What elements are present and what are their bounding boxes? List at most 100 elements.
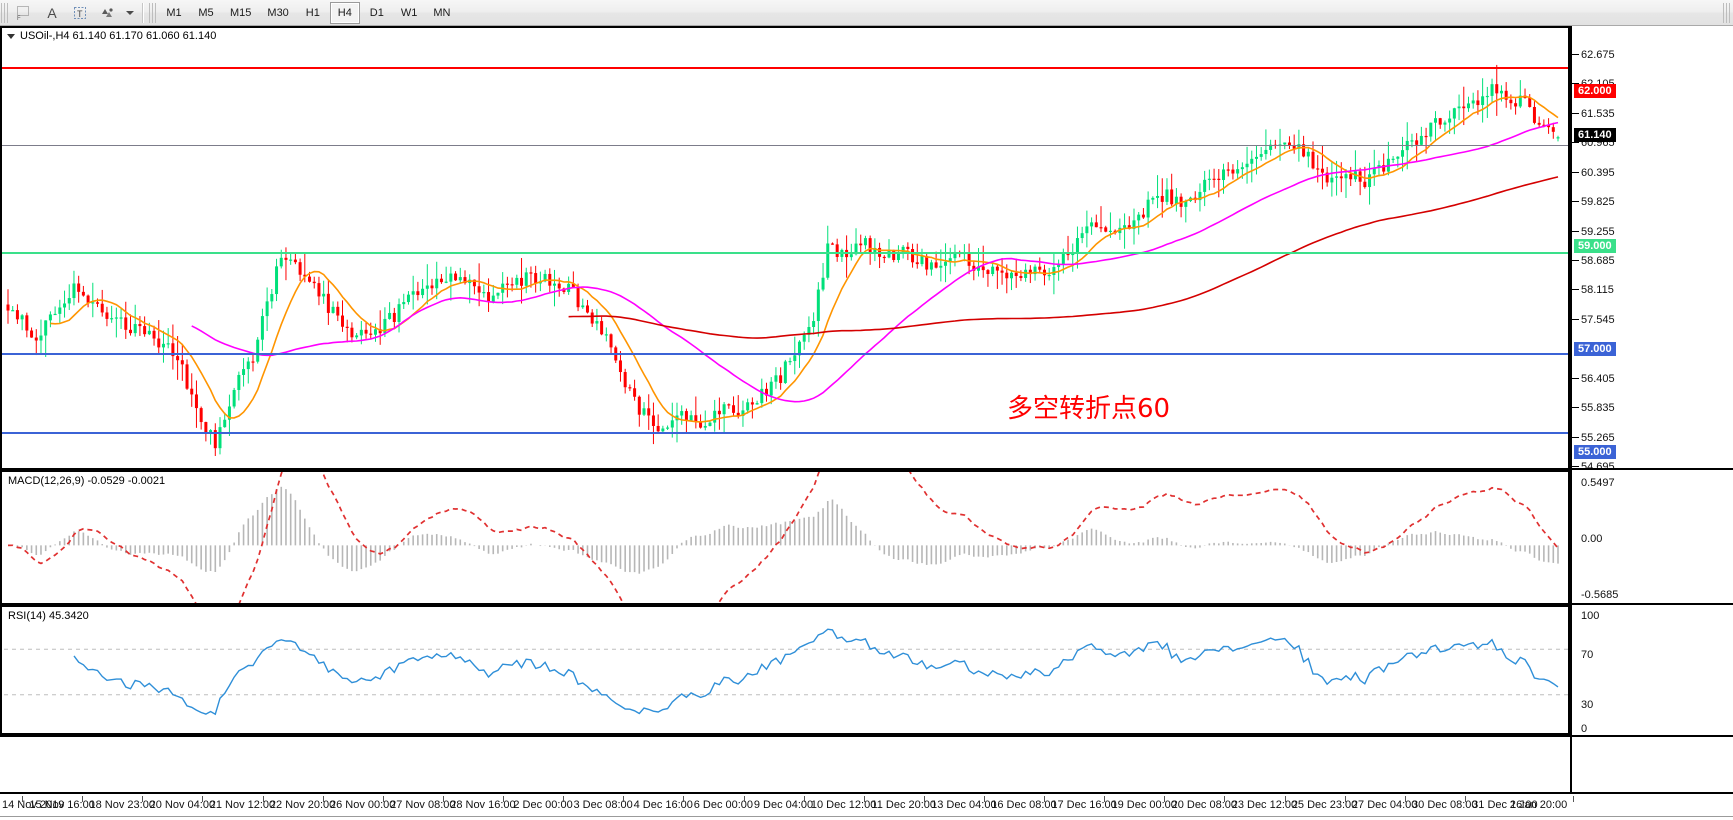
rsi-tick-70: 70: [1581, 649, 1594, 662]
price-tick: 58.115: [1572, 284, 1614, 297]
scale-separator: [1572, 468, 1733, 470]
macd-tick-bottom: -0.5685: [1581, 589, 1619, 602]
level-tag-59[interactable]: 59.000: [1574, 238, 1616, 253]
price-tick: 60.395: [1572, 167, 1615, 179]
time-axis-tick: [623, 796, 625, 802]
time-axis-label: 2 Jan 20:00: [1509, 799, 1568, 811]
time-axis-label: 10 Dec 12:00: [810, 799, 877, 811]
price-tick: 57.545: [1572, 314, 1615, 326]
time-axis-tick: [1344, 796, 1346, 802]
rsi-plot-layer: [4, 628, 1568, 716]
macd-tick-top: 0.5497: [1581, 477, 1615, 490]
plot-area[interactable]: USOil-,H4 61.140 61.170 61.060 61.140 多空…: [0, 26, 1570, 794]
price-tick: 62.675: [1572, 49, 1615, 61]
crosshair-grid-icon[interactable]: F: [11, 2, 37, 24]
timeframe-m1[interactable]: M1: [166, 6, 182, 19]
time-axis-label: 13 Dec 04:00: [931, 799, 997, 811]
timeframe-drag-handle[interactable]: [149, 2, 156, 23]
toolbar-divider: [142, 2, 144, 23]
text-box-icon[interactable]: T: [67, 2, 93, 24]
time-axis-label: 25 Dec 23:00: [1291, 799, 1358, 811]
symbol-header-text: USOil-,H4 61.140 61.170 61.060 61.140: [20, 30, 217, 42]
time-axis-label: 27 Dec 04:00: [1351, 799, 1418, 811]
chart-annotation-text[interactable]: 多空转折点60: [1007, 394, 1171, 424]
time-axis-tick: [262, 796, 264, 802]
time-axis-rule: [0, 792, 1733, 794]
timeframe-h4[interactable]: H4: [329, 1, 360, 24]
scale-separator: [1572, 735, 1733, 737]
time-axis-tick: [503, 796, 505, 802]
time-axis-label: 22 Nov 20:00: [269, 799, 336, 811]
time-axis-tick: [442, 796, 444, 802]
svg-text:F: F: [17, 16, 21, 21]
time-axis-tick: [563, 796, 565, 802]
level-line-62[interactable]: [2, 67, 1568, 69]
svg-text:T: T: [77, 9, 83, 19]
macd-pane[interactable]: MACD(12,26,9) -0.0529 -0.0021: [0, 470, 1570, 605]
time-axis-label: 16 Dec 08:00: [991, 799, 1057, 811]
timeframe-m5[interactable]: M5: [198, 6, 214, 19]
price-tick: 55.835: [1572, 402, 1615, 414]
time-axis-tick: [743, 796, 745, 802]
price-tick: 54.695: [1572, 461, 1615, 473]
price-pane[interactable]: USOil-,H4 61.140 61.170 61.060 61.140 多空…: [0, 26, 1570, 470]
last-price-line: [2, 145, 1568, 146]
timeframe-w1[interactable]: W1: [400, 6, 418, 19]
time-axis-label: 20 Dec 08:00: [1171, 799, 1238, 811]
time-axis-tick: [1284, 796, 1286, 802]
collapse-triangle-icon[interactable]: [7, 33, 15, 39]
time-axis-label: 23 Dec 12:00: [1231, 799, 1298, 811]
rsi-tick-30: 30: [1581, 699, 1594, 712]
time-axis-tick: [983, 796, 985, 802]
level-line-59[interactable]: [2, 252, 1568, 254]
time-axis-tick: [1404, 796, 1406, 802]
timeframe-group: M1 M5 M15 M30 H1 H4 D1 W1 MN: [158, 0, 458, 26]
timeframe-m30[interactable]: M30: [267, 6, 289, 19]
toolbar-right-handle[interactable]: [1723, 2, 1730, 23]
price-tick: 59.825: [1572, 196, 1615, 208]
symbol-info-bar: USOil-,H4 61.140 61.170 61.060 61.140: [2, 28, 1568, 44]
level-tag-last-price[interactable]: 61.140: [1574, 128, 1616, 143]
time-axis-tick: [82, 796, 84, 802]
time-axis-tick: [1104, 796, 1106, 802]
time-axis-label: 17 Dec 16:00: [1051, 799, 1117, 811]
toolbar-drag-handle[interactable]: [1, 2, 8, 23]
level-tag-55[interactable]: 55.000: [1574, 445, 1616, 460]
time-axis-label: 30 Dec 08:00: [1412, 799, 1478, 811]
time-axis-tick: [142, 796, 144, 802]
level-tag-62[interactable]: 62.000: [1574, 83, 1616, 98]
timeframe-h1[interactable]: H1: [305, 6, 320, 19]
chevron-down-icon[interactable]: [123, 2, 137, 24]
price-tick: 56.405: [1572, 373, 1615, 385]
timeframe-d1[interactable]: D1: [369, 6, 384, 19]
time-axis-tick: [382, 796, 384, 802]
time-axis-tick: [322, 796, 324, 802]
time-axis-label: 28 Nov 16:00: [450, 799, 516, 811]
time-axis-label: 18 Nov 23:00: [89, 799, 155, 811]
level-line-55[interactable]: [2, 432, 1568, 434]
price-scale[interactable]: 62.67562.10561.53560.96560.39559.82559.2…: [1570, 26, 1733, 794]
time-axis-label: 20 Nov 04:00: [149, 799, 216, 811]
time-axis-tick: [1224, 796, 1226, 802]
objects-list-icon[interactable]: [95, 2, 121, 24]
rsi-tick-100: 100: [1581, 610, 1600, 623]
time-axis-label: 15 Nov 16:00: [29, 799, 95, 811]
text-label-icon[interactable]: A: [47, 4, 57, 21]
time-axis-label: 19 Dec 00:00: [1111, 799, 1177, 811]
window-bottom-border: [0, 816, 1733, 817]
rsi-pane[interactable]: RSI(14) 45.3420: [0, 605, 1570, 735]
time-axis-tick: [202, 796, 204, 802]
level-tag-57[interactable]: 57.000: [1574, 341, 1616, 356]
chart-container[interactable]: USOil-,H4 61.140 61.170 61.060 61.140 多空…: [0, 26, 1733, 820]
time-axis-area: [0, 735, 1570, 794]
macd-pane-label: MACD(12,26,9) -0.0529 -0.0021: [8, 475, 166, 487]
time-axis-tick: [923, 796, 925, 802]
level-line-57[interactable]: [2, 353, 1568, 355]
timeframe-mn[interactable]: MN: [433, 6, 451, 19]
timeframe-m15[interactable]: M15: [230, 6, 252, 19]
price-tick: 58.685: [1572, 255, 1615, 267]
time-axis-label: 26 Nov 00:00: [329, 799, 396, 811]
time-axis-tick: [863, 796, 865, 802]
price-tick: 61.535: [1572, 108, 1615, 120]
macd-tick-zero: 0.00: [1581, 533, 1603, 546]
